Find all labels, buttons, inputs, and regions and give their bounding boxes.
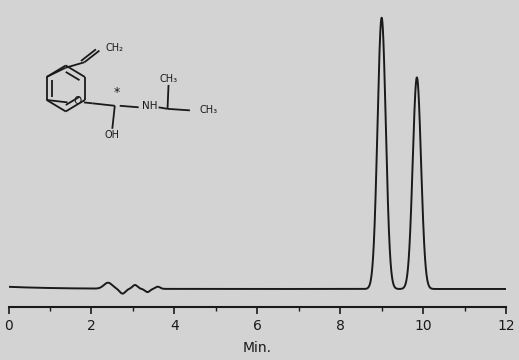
Text: *: * [114, 86, 120, 99]
X-axis label: Min.: Min. [243, 341, 272, 355]
Text: CH₂: CH₂ [105, 42, 124, 53]
Text: NH: NH [142, 102, 158, 111]
Text: CH₃: CH₃ [160, 74, 178, 84]
Text: OH: OH [104, 130, 119, 140]
Text: O: O [73, 96, 81, 107]
Text: CH₃: CH₃ [199, 105, 217, 115]
